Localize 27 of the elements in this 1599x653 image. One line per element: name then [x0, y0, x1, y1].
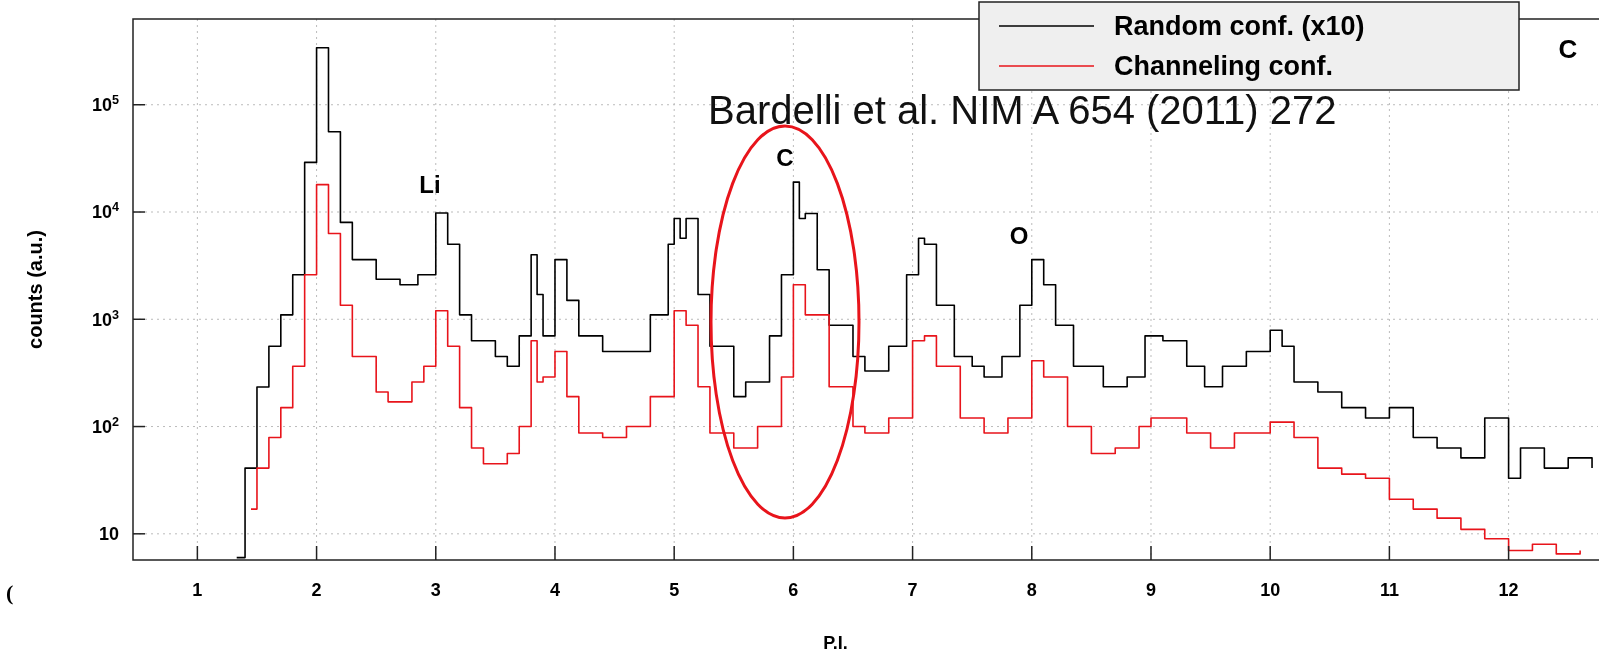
- x-tick-label: 4: [549, 580, 560, 600]
- x-tick-label: 1: [192, 580, 203, 600]
- legend-label: Channeling conf.: [1114, 51, 1333, 82]
- annotation: Li: [419, 171, 441, 198]
- x-tick-label: 7: [907, 580, 918, 600]
- x-tick-label: 2: [311, 580, 322, 600]
- annotation: Bardelli et al. NIM A 654 (2011) 272: [708, 88, 1337, 132]
- x-tick-label: 11: [1379, 580, 1399, 600]
- x-tick-label: 8: [1026, 580, 1037, 600]
- y-tick-label: 10$^{4}$: [91, 200, 119, 223]
- y-axis-title: counts (a.u.): [24, 230, 46, 349]
- y-tick-label: 10$^{5}$: [91, 93, 119, 116]
- x-tick-label: 6: [788, 580, 799, 600]
- annotation: O: [1009, 222, 1029, 249]
- text: (: [6, 580, 14, 605]
- x-axis-title: P.I.: [823, 633, 848, 653]
- x-tick-label: 9: [1145, 580, 1156, 600]
- legend-label: Random conf. (x10): [1114, 11, 1365, 42]
- y-tick-label: 10: [98, 524, 119, 545]
- x-tick-label: 12: [1498, 580, 1519, 600]
- y-tick-label: 10$^{2}$: [91, 414, 119, 437]
- x-tick-label: 5: [669, 580, 680, 600]
- x-tick-label: 10: [1260, 580, 1281, 600]
- y-tick-label: 10$^{3}$: [91, 307, 119, 330]
- annotation: C: [776, 144, 794, 171]
- annotation: C: [1558, 34, 1578, 64]
- x-tick-label: 3: [430, 580, 441, 600]
